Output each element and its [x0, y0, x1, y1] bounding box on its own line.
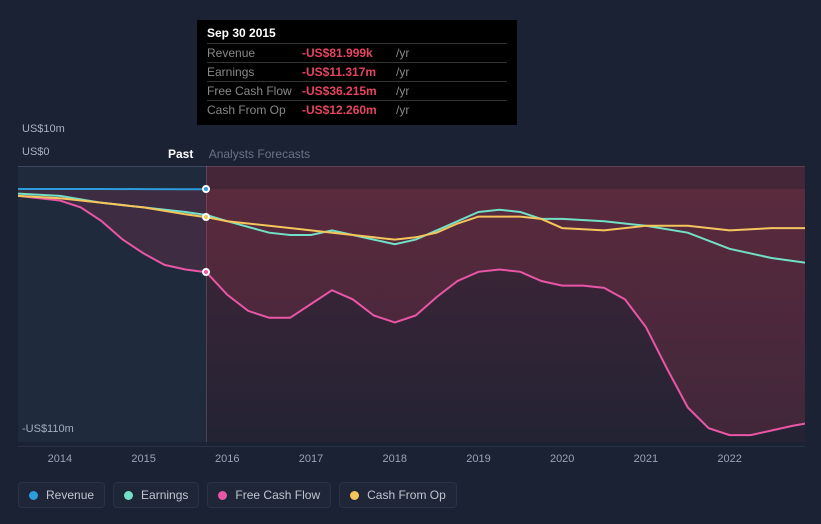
x-tick: 2018: [383, 453, 407, 465]
tabs: Past Analysts Forecasts: [162, 144, 316, 164]
tooltip-date: Sep 30 2015: [207, 26, 507, 44]
x-tick: 2015: [131, 453, 155, 465]
legend-item[interactable]: Revenue: [18, 482, 105, 508]
legend-item[interactable]: Cash From Op: [339, 482, 457, 508]
tooltip-row-label: Cash From Op: [207, 103, 302, 117]
tooltip-row: Free Cash Flow-US$36.215m/yr: [207, 82, 507, 101]
legend-swatch: [350, 491, 359, 500]
legend-label: Cash From Op: [367, 488, 446, 502]
tab-forecasts[interactable]: Analysts Forecasts: [203, 144, 316, 164]
plot-area[interactable]: [18, 166, 805, 442]
tooltip-row-unit: /yr: [396, 46, 409, 60]
x-tick: 2020: [550, 453, 574, 465]
legend-label: Revenue: [46, 488, 94, 502]
x-tick: 2022: [717, 453, 741, 465]
tooltip-row: Earnings-US$11.317m/yr: [207, 63, 507, 82]
legend-swatch: [29, 491, 38, 500]
tooltip-row-value: -US$11.317m: [302, 65, 392, 79]
tooltip-row-unit: /yr: [396, 84, 409, 98]
x-tick: 2014: [48, 453, 72, 465]
x-axis: 2014 2015 2016 2017 2018 2019 2020 2021 2022: [18, 446, 805, 476]
chart-svg: [18, 166, 805, 442]
tooltip-row-value: -US$81.999k: [302, 46, 392, 60]
legend: Revenue Earnings Free Cash Flow Cash From O…: [18, 482, 457, 508]
tooltip-row-label: Revenue: [207, 46, 302, 60]
legend-label: Free Cash Flow: [235, 488, 320, 502]
x-tick: 2017: [299, 453, 323, 465]
legend-item[interactable]: Free Cash Flow: [207, 482, 331, 508]
marker-dot: [202, 268, 210, 276]
tooltip: Sep 30 2015 Revenue-US$81.999k/yrEarning…: [197, 20, 517, 125]
y-tick-max: US$10m: [22, 123, 65, 135]
tooltip-row-unit: /yr: [396, 65, 409, 79]
tooltip-row-label: Free Cash Flow: [207, 84, 302, 98]
x-tick: 2021: [634, 453, 658, 465]
marker-dot: [202, 185, 210, 193]
tooltip-row-unit: /yr: [396, 103, 409, 117]
tooltip-row: Revenue-US$81.999k/yr: [207, 44, 507, 63]
tooltip-row-value: -US$36.215m: [302, 84, 392, 98]
legend-swatch: [124, 491, 133, 500]
y-tick-zero: US$0: [22, 146, 50, 158]
tooltip-row-label: Earnings: [207, 65, 302, 79]
legend-item[interactable]: Earnings: [113, 482, 199, 508]
tooltip-row: Cash From Op-US$12.260m/yr: [207, 101, 507, 119]
tooltip-rows: Revenue-US$81.999k/yrEarnings-US$11.317m…: [207, 44, 507, 119]
legend-swatch: [218, 491, 227, 500]
marker-dot: [202, 213, 210, 221]
legend-label: Earnings: [141, 488, 188, 502]
x-tick: 2016: [215, 453, 239, 465]
tooltip-row-value: -US$12.260m: [302, 103, 392, 117]
x-tick: 2019: [466, 453, 490, 465]
tab-past[interactable]: Past: [162, 144, 199, 164]
